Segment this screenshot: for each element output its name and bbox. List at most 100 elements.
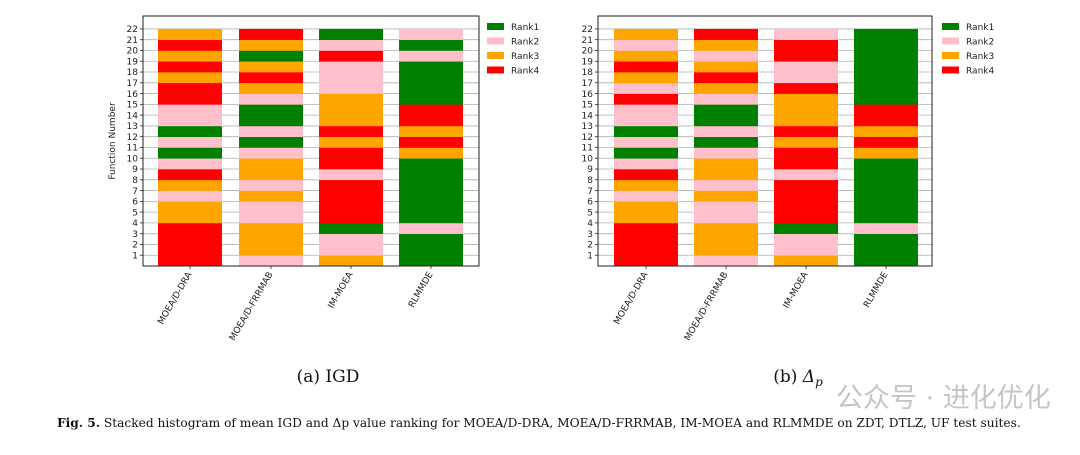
y-tick-label: 20 [582, 47, 594, 57]
bar-segment-f8-rank3 [158, 179, 222, 191]
bar-segment-f21-rank3 [694, 39, 758, 51]
y-tick-label: 10 [582, 154, 594, 164]
bar-segment-f5-rank2 [239, 212, 303, 224]
bar-segment-f1-rank1 [854, 255, 918, 267]
y-tick-label: 15 [582, 101, 593, 111]
bar-segment-f3-rank1 [854, 233, 918, 245]
y-tick-label: 19 [127, 57, 139, 67]
bar-segment-f21-rank1 [399, 39, 463, 51]
bar-segment-f3-rank3 [239, 233, 303, 245]
bar-segment-f9-rank2 [774, 169, 838, 181]
bar-segment-f11-rank1 [614, 147, 678, 159]
bar-segment-f21-rank2 [614, 39, 678, 51]
bar-segment-f6-rank1 [399, 201, 463, 213]
bar-segment-f5-rank1 [399, 212, 463, 224]
bar-segment-f19-rank1 [399, 61, 463, 73]
bar-segment-f20-rank4 [774, 50, 838, 62]
bar-segment-f18-rank1 [854, 72, 918, 84]
bar-segment-f13-rank3 [399, 125, 463, 137]
y-tick-label: 5 [132, 208, 138, 218]
bar-segment-f22-rank1 [854, 28, 918, 41]
bar-segment-f9-rank4 [158, 169, 222, 181]
y-tick-label: 6 [587, 198, 593, 208]
legend-label: Rank1 [511, 23, 539, 33]
bar-segment-f16-rank3 [774, 93, 838, 105]
bar-segment-f22-rank4 [694, 28, 758, 41]
bar-segment-f2-rank3 [694, 244, 758, 256]
x-tick-label: RLMMDE [862, 270, 891, 309]
bar-segment-f3-rank4 [158, 233, 222, 245]
bar-segment-f19-rank1 [854, 61, 918, 73]
bar-segment-f21-rank3 [239, 39, 303, 51]
bar-segment-f14-rank2 [158, 115, 222, 127]
x-tick-label: MOEA/D-FRRMAB [228, 271, 276, 343]
y-tick-label: 14 [127, 111, 139, 121]
bar-segment-f2-rank4 [158, 244, 222, 256]
y-tick-label: 6 [132, 198, 138, 208]
bar-segment-f13-rank1 [614, 125, 678, 137]
y-tick-label: 16 [127, 90, 139, 100]
bar-segment-f17-rank3 [239, 82, 303, 94]
bar-segment-f12-rank3 [319, 136, 383, 148]
plot-frame [142, 15, 480, 267]
bar-segment-f8-rank3 [614, 179, 678, 191]
y-tick-label: 16 [582, 90, 594, 100]
bar-segment-f7-rank3 [694, 190, 758, 202]
bar-segment-f18-rank4 [239, 72, 303, 84]
bar-segment-f7-rank4 [774, 190, 838, 202]
bar-segment-f16-rank3 [319, 93, 383, 105]
bar-segment-f3-rank1 [399, 233, 463, 245]
y-tick-label: 14 [582, 111, 594, 121]
y-tick-label: 21 [582, 36, 593, 46]
bar-segment-f2-rank2 [319, 244, 383, 256]
bar-segment-f21-rank4 [774, 39, 838, 51]
bar-segment-f10-rank2 [158, 158, 222, 170]
bar-segment-f2-rank3 [239, 244, 303, 256]
bar-segment-f12-rank3 [774, 136, 838, 148]
bar-segment-f22-rank2 [774, 28, 838, 41]
bar-segment-f8-rank2 [239, 179, 303, 191]
bar-segment-f1-rank1 [399, 255, 463, 267]
bar-segment-f11-rank4 [319, 147, 383, 159]
bar-segment-f9-rank1 [399, 169, 463, 181]
bar-segment-f6-rank3 [614, 201, 678, 213]
bar-segment-f12-rank1 [694, 136, 758, 148]
bar-segment-f18-rank4 [694, 72, 758, 84]
bar-segment-f5-rank1 [854, 212, 918, 224]
bar-segment-f12-rank4 [399, 136, 463, 148]
y-tick-label: 2 [587, 241, 593, 251]
bar-segment-f19-rank3 [239, 61, 303, 73]
subfigure-caption: (a) IGD [297, 367, 360, 387]
y-tick-label: 5 [587, 208, 593, 218]
bar-segment-f19-rank3 [694, 61, 758, 73]
bar-segment-f5-rank2 [694, 212, 758, 224]
chart-1: 12345678910111213141516171819202122MOEA/… [108, 15, 539, 387]
caption-label: Fig. 5. [57, 416, 101, 430]
legend-label: Rank2 [511, 38, 539, 48]
bar-segment-f6-rank3 [158, 201, 222, 213]
x-tick-label: MOEA/D-DRA [156, 270, 195, 327]
bar-segment-f15-rank4 [399, 104, 463, 116]
legend-swatch [942, 23, 959, 30]
bar-segment-f16-rank2 [694, 93, 758, 105]
bar-segment-f15-rank2 [158, 104, 222, 116]
watermark: 公众号 · 进化优化 [836, 383, 1051, 414]
bar-segment-f7-rank2 [614, 190, 678, 202]
bar-segment-f20-rank4 [319, 50, 383, 62]
bar-segment-f6-rank4 [774, 201, 838, 213]
bar-segment-f12-rank2 [158, 136, 222, 148]
bar-segment-f16-rank4 [158, 93, 222, 105]
legend-label: Rank4 [966, 67, 994, 77]
figure-caption: Fig. 5. Stacked histogram of mean IGD an… [57, 416, 1021, 431]
bar-segment-f8-rank4 [774, 179, 838, 191]
bar-segment-f4-rank3 [239, 222, 303, 234]
bar-segment-f14-rank3 [319, 115, 383, 127]
y-tick-label: 22 [127, 25, 138, 35]
bar-segment-f5-rank4 [774, 212, 838, 224]
bar-segment-f11-rank3 [854, 147, 918, 159]
bar-segment-f8-rank1 [399, 179, 463, 191]
bar-segment-f3-rank2 [774, 233, 838, 245]
bar-segment-f10-rank1 [399, 158, 463, 170]
bar-segment-f9-rank1 [854, 169, 918, 181]
x-tick-label: RLMMDE [407, 270, 436, 309]
